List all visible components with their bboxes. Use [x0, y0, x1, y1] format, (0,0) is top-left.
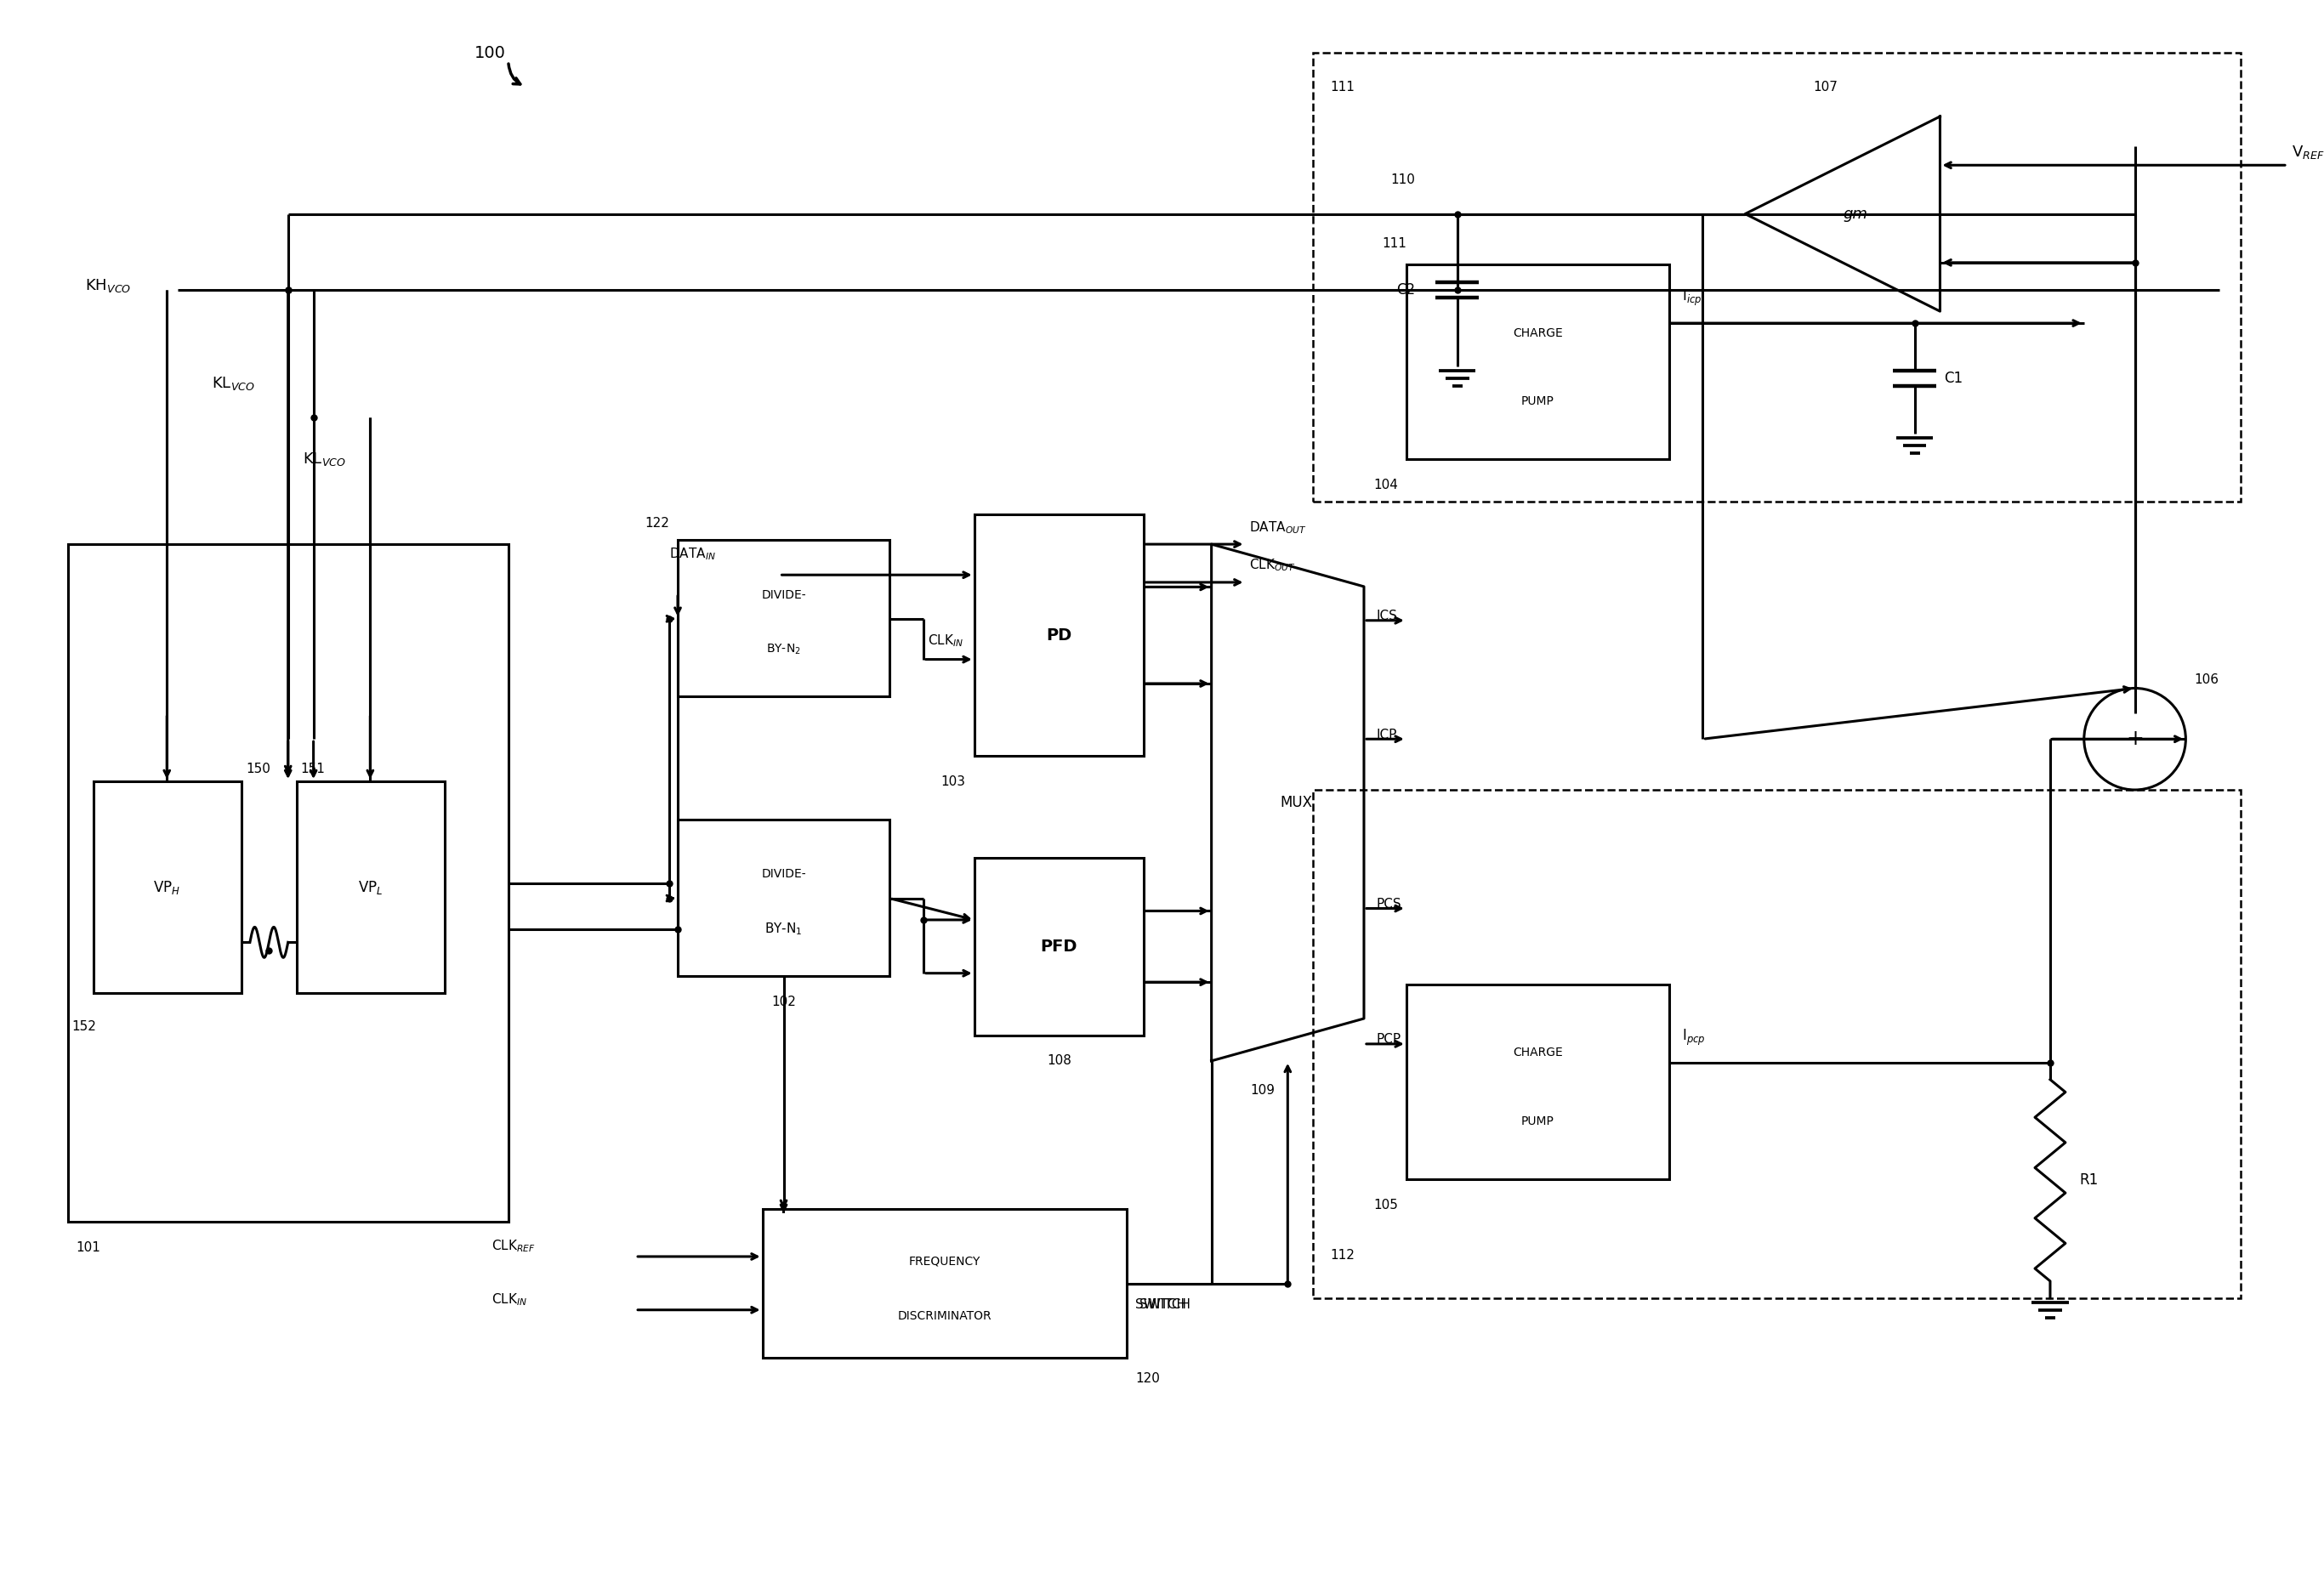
Text: PFD: PFD — [1041, 939, 1078, 955]
Bar — [1313, 52, 2240, 502]
Text: +: + — [2126, 729, 2143, 750]
Text: KL$_{VCO}$: KL$_{VCO}$ — [211, 375, 256, 392]
Text: C1: C1 — [1945, 370, 1964, 386]
Text: DATA$_{IN}$: DATA$_{IN}$ — [669, 545, 716, 561]
Text: 100: 100 — [474, 44, 507, 60]
Text: CLK$_{REF}$: CLK$_{REF}$ — [490, 1238, 535, 1254]
Text: gm: gm — [1843, 207, 1868, 221]
Text: 151: 151 — [300, 763, 325, 775]
Text: 106: 106 — [2194, 674, 2219, 686]
Text: VP$_L$: VP$_L$ — [358, 879, 383, 896]
Bar — [974, 858, 1143, 1036]
Text: 101: 101 — [77, 1241, 100, 1254]
Bar — [297, 782, 444, 993]
Text: 110: 110 — [1390, 173, 1415, 186]
Text: 112: 112 — [1329, 1249, 1355, 1262]
Bar — [679, 540, 890, 696]
Text: 120: 120 — [1134, 1373, 1160, 1386]
Text: PD: PD — [1046, 628, 1071, 644]
Text: CHARGE: CHARGE — [1513, 327, 1562, 338]
Text: C2: C2 — [1397, 283, 1415, 297]
Text: KL$_{VCO}$: KL$_{VCO}$ — [302, 451, 346, 469]
Bar — [67, 543, 509, 1222]
Text: PCP: PCP — [1376, 1033, 1401, 1046]
Bar — [1406, 265, 1669, 459]
Text: ICP: ICP — [1376, 728, 1397, 740]
Text: 150: 150 — [246, 763, 270, 775]
Text: BY-N$_1$: BY-N$_1$ — [765, 922, 802, 938]
Text: I$_{pcp}$: I$_{pcp}$ — [1683, 1028, 1706, 1047]
Text: PCS: PCS — [1376, 898, 1401, 910]
Text: CLK$_{IN}$: CLK$_{IN}$ — [927, 632, 964, 648]
Bar — [679, 820, 890, 976]
Text: ICS: ICS — [1376, 610, 1397, 623]
Text: 107: 107 — [1813, 81, 1838, 94]
Text: VP$_H$: VP$_H$ — [153, 879, 181, 896]
Text: V$_{REF}$: V$_{REF}$ — [2291, 145, 2324, 160]
Text: 111: 111 — [1383, 237, 1406, 249]
Bar — [762, 1209, 1127, 1357]
Text: 103: 103 — [941, 775, 967, 788]
Text: 122: 122 — [644, 516, 669, 529]
Bar — [1313, 790, 2240, 1298]
Text: 102: 102 — [772, 995, 795, 1007]
Text: DISCRIMINATOR: DISCRIMINATOR — [897, 1309, 992, 1322]
Text: CLK$_{IN}$: CLK$_{IN}$ — [490, 1292, 528, 1308]
Text: CLK$_{OUT}$: CLK$_{OUT}$ — [1250, 558, 1297, 574]
Text: SWITCH: SWITCH — [1139, 1298, 1190, 1311]
Bar — [974, 515, 1143, 756]
Text: 152: 152 — [72, 1020, 98, 1033]
Text: BY-N$_2$: BY-N$_2$ — [767, 642, 802, 656]
Text: FREQUENCY: FREQUENCY — [909, 1255, 981, 1266]
Text: 111: 111 — [1329, 81, 1355, 94]
Text: PUMP: PUMP — [1522, 396, 1555, 407]
Bar — [1406, 985, 1669, 1179]
Text: 104: 104 — [1373, 478, 1397, 491]
Text: KH$_{VCO}$: KH$_{VCO}$ — [84, 278, 130, 294]
Text: R1: R1 — [2080, 1173, 2099, 1189]
Text: 105: 105 — [1373, 1198, 1397, 1211]
Bar — [93, 782, 242, 993]
Text: DIVIDE-: DIVIDE- — [762, 590, 806, 601]
Text: DIVIDE-: DIVIDE- — [762, 868, 806, 880]
Text: 109: 109 — [1250, 1084, 1274, 1096]
Text: PUMP: PUMP — [1522, 1115, 1555, 1127]
Text: CHARGE: CHARGE — [1513, 1047, 1562, 1058]
Text: 108: 108 — [1046, 1055, 1071, 1068]
Text: SWITCH: SWITCH — [1134, 1298, 1185, 1311]
Text: MUX: MUX — [1281, 794, 1313, 810]
Text: I$_{icp}$: I$_{icp}$ — [1683, 288, 1701, 308]
Text: DATA$_{OUT}$: DATA$_{OUT}$ — [1250, 520, 1306, 535]
